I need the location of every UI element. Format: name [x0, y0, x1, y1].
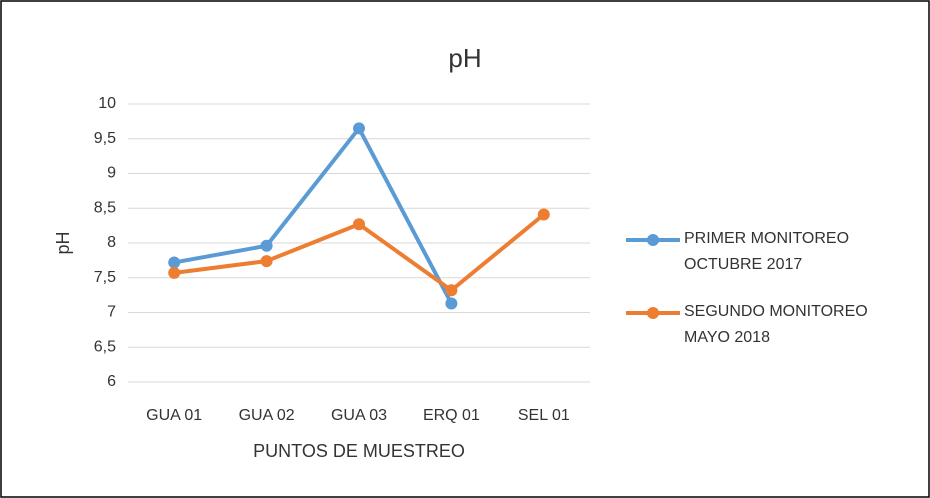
- y-tick-label: 7,5: [94, 269, 116, 286]
- x-tick-label: GUA 03: [331, 407, 387, 424]
- point: [353, 218, 365, 231]
- y-tick-label: 9: [107, 165, 116, 182]
- legend-label: SEGUNDO MONITOREO MAYO 2018: [684, 303, 868, 346]
- point: [353, 122, 365, 135]
- legend-marker: [647, 234, 659, 246]
- y-tick-label: 6: [107, 373, 116, 390]
- series-line: [173, 126, 454, 305]
- y-tick-label: 8,5: [94, 199, 116, 216]
- x-tick-label: GUA 02: [239, 407, 295, 424]
- y-tick-label: 6,5: [94, 338, 116, 355]
- point: [260, 239, 273, 252]
- y-axis-label: pH: [53, 231, 73, 254]
- x-tick-label: ERQ 01: [423, 407, 480, 424]
- x-tick-label: GUA 01: [146, 407, 202, 424]
- y-tick-label: 10: [98, 95, 116, 112]
- point: [445, 297, 458, 310]
- point: [168, 256, 181, 269]
- point: [537, 208, 550, 221]
- legend-label: PRIMER MONITOREO OCTUBRE 2017: [684, 230, 850, 273]
- x-axis-label: PUNTOS DE MUESTREO: [253, 441, 465, 461]
- point: [168, 266, 181, 279]
- chart-title: pH: [448, 43, 481, 73]
- point: [445, 284, 458, 297]
- point: [260, 255, 273, 268]
- x-tick-label: SEL 01: [518, 407, 570, 424]
- y-tick-label: 8: [107, 234, 116, 251]
- y-tick-label: 9,5: [94, 130, 116, 147]
- y-tick-label: 7: [107, 304, 116, 321]
- legend-marker: [647, 307, 659, 319]
